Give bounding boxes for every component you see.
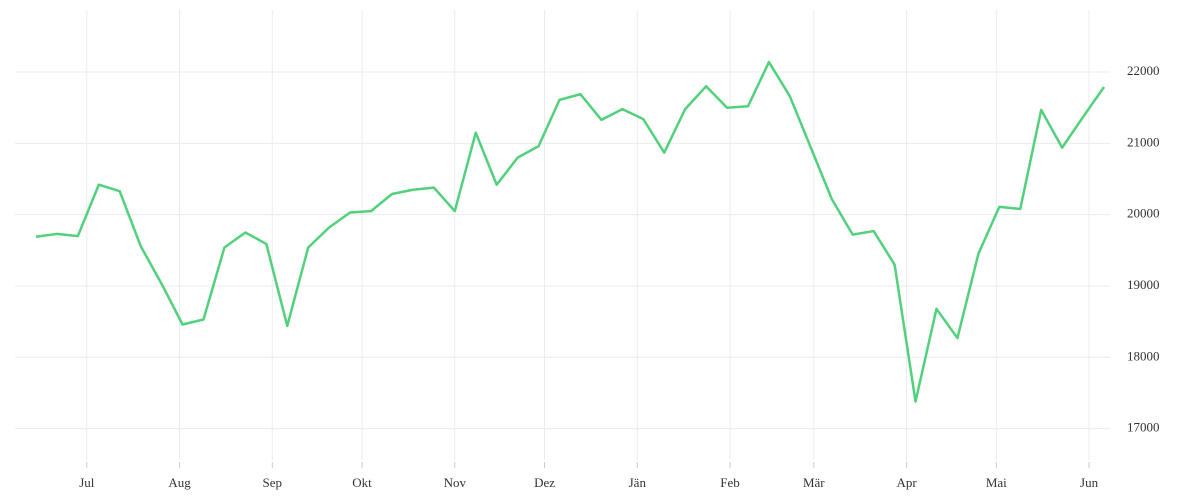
y-tick-label: 17000 [1127,420,1160,435]
x-tick-label: Dez [534,475,555,490]
y-tick-label: 22000 [1127,63,1160,78]
x-tick-label: Nov [444,475,467,490]
x-tick-label: Mai [986,475,1007,490]
x-tick-label: Mär [803,475,825,490]
x-tick-label: Sep [263,475,283,490]
y-tick-label: 18000 [1127,348,1160,363]
x-tick-label: Okt [352,475,372,490]
x-tick-label: Jun [1080,475,1099,490]
y-tick-label: 19000 [1127,277,1160,292]
line [35,60,1106,403]
x-tick-label: Jän [629,475,647,490]
x-tick-label: Jul [79,475,95,490]
y-tick-label: 21000 [1127,134,1160,149]
x-tick-label: Aug [168,475,191,490]
x-tick-label: Apr [896,475,917,490]
x-tick-label: Feb [720,475,740,490]
y-tick-label: 20000 [1127,206,1160,221]
